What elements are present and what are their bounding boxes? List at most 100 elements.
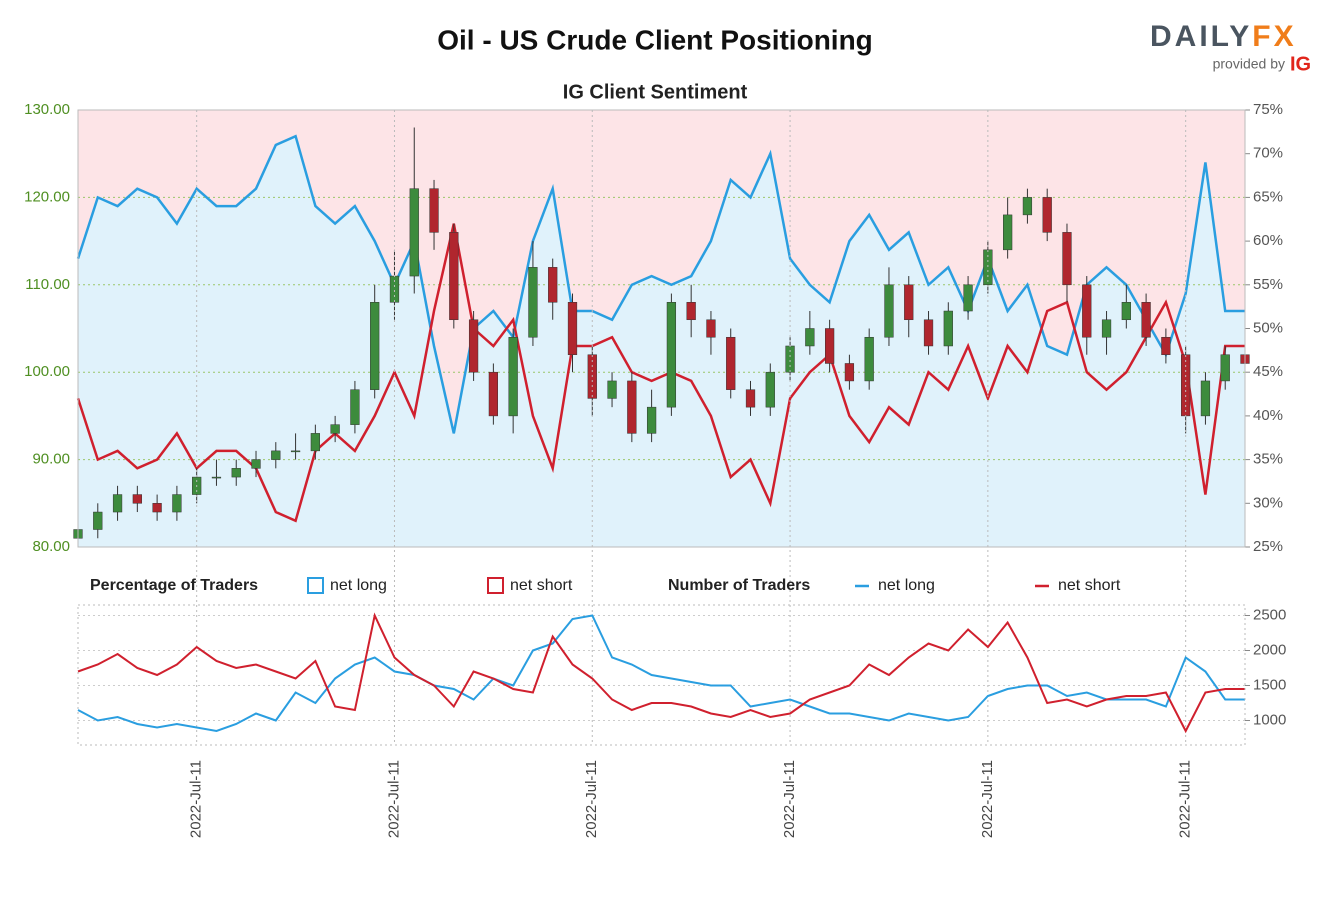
candle-body (310, 433, 320, 452)
candle-body (785, 345, 795, 373)
candle-body (93, 511, 103, 530)
x-tick-label: 2022-Jul-11 (781, 760, 798, 838)
x-tick-label: 2022-Jul-11 (1177, 760, 1194, 838)
x-tick-label: 2022-Jul-11 (188, 760, 205, 838)
candle-body (646, 406, 657, 434)
logo-provided-by: provided by (1213, 56, 1285, 72)
candle-body (1101, 319, 1112, 338)
chart-title: Oil - US Crude Client Positioning (437, 24, 873, 55)
y2-tick-label: 65% (1253, 188, 1283, 205)
candle-body (983, 249, 993, 286)
y-tick-label: 110.00 (25, 276, 70, 293)
candle-body (567, 302, 578, 355)
candle-body (1082, 284, 1092, 338)
candle-body (172, 494, 182, 513)
candle-body (350, 389, 360, 425)
candle-body (1161, 336, 1171, 355)
y-tick-label: 1000 (1253, 711, 1286, 728)
logo-brand-text: DAILY (1150, 20, 1252, 53)
candle-body (904, 284, 914, 321)
y-tick-label: 100.00 (24, 363, 70, 380)
y-tick-label: 120.00 (24, 188, 70, 205)
candle-body (409, 188, 419, 277)
logo-accent: FX (1252, 20, 1296, 53)
candle-body (923, 319, 934, 347)
y-tick-label: 2000 (1253, 641, 1286, 658)
y2-tick-label: 30% (1253, 494, 1283, 511)
trader-count-line (77, 614, 1245, 733)
y2-tick-label: 25% (1253, 538, 1283, 555)
y2-tick-label: 35% (1253, 451, 1283, 468)
candle-body (271, 450, 281, 460)
candle-body (548, 267, 558, 303)
candle-body (745, 389, 756, 408)
plot-frame (77, 109, 1246, 548)
trader-count-line (77, 612, 1245, 734)
candle-body (765, 371, 775, 408)
legend-swatch (487, 577, 504, 594)
x-tick-label: 2022-Jul-11 (583, 760, 600, 838)
legend-swatch (307, 577, 324, 594)
candle-body (508, 336, 518, 417)
candle-body (963, 284, 973, 312)
sentiment-line (76, 134, 1245, 434)
candle-body (429, 188, 439, 233)
sentiment-line (76, 223, 1245, 523)
x-tick-label: 2022-Jul-11 (979, 760, 996, 838)
y2-tick-label: 70% (1253, 145, 1283, 162)
candle-body (607, 380, 617, 399)
y-tick-label: 90.00 (32, 451, 70, 468)
y2-tick-label: 55% (1253, 276, 1283, 293)
legend-label: net short (1058, 577, 1121, 594)
logo-provider: IG (1290, 53, 1311, 75)
candle-body (112, 494, 123, 513)
candle-body (805, 328, 815, 347)
legend-title: Percentage of Traders (90, 577, 258, 594)
logo-brand: DAILYFX (1150, 20, 1297, 53)
net-long-area (78, 136, 1245, 547)
candle-body (468, 319, 479, 373)
candle-body (152, 503, 162, 513)
candle-body (726, 336, 736, 390)
candle-body (330, 424, 340, 434)
candle-body (370, 302, 380, 390)
candle-body (686, 302, 696, 321)
candle-body (488, 371, 498, 417)
candle-body (864, 336, 874, 382)
candle-body (449, 232, 459, 321)
y-tick-label: 1500 (1253, 676, 1286, 693)
candle-body (528, 267, 538, 338)
candle-body (231, 468, 241, 478)
candle-body (1200, 380, 1211, 417)
candle-body (706, 319, 716, 338)
plot-frame (77, 604, 1246, 746)
candle-body (1121, 302, 1131, 321)
x-tick-label: 2022-Jul-11 (385, 760, 402, 838)
candle-body (1042, 197, 1052, 233)
y2-tick-label: 50% (1253, 319, 1283, 336)
y2-tick-label: 75% (1253, 101, 1283, 118)
legend-title: Number of Traders (668, 577, 810, 594)
candle-body (1003, 214, 1013, 251)
y-tick-label: 130.00 (24, 101, 70, 118)
y2-tick-label: 60% (1253, 232, 1283, 249)
candle-body (943, 310, 953, 347)
candle-body (1022, 197, 1033, 216)
chart-subtitle: IG Client Sentiment (563, 81, 748, 103)
y-tick-label: 80.00 (32, 538, 70, 555)
candle-body (290, 450, 301, 453)
y2-tick-label: 45% (1253, 363, 1283, 380)
candle-body (1220, 354, 1230, 382)
y2-tick-label: 40% (1253, 407, 1283, 424)
legend-label: net short (510, 577, 573, 594)
candle-body (884, 284, 894, 338)
candle-body (627, 380, 637, 434)
candle-body (389, 275, 400, 303)
candle-body (1141, 302, 1151, 338)
candle-body (844, 363, 855, 382)
candle-body (666, 302, 677, 408)
legend-label: net long (330, 577, 387, 594)
legend-label: net long (878, 577, 935, 594)
